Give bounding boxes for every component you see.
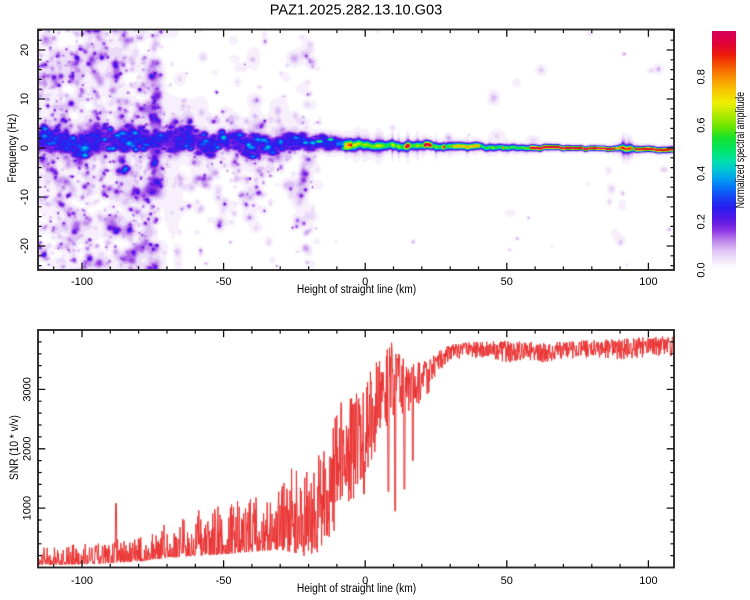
svg-text:0: 0 [362,276,368,288]
svg-text:0.8: 0.8 [696,69,708,84]
svg-text:SNR (10 * v/v): SNR (10 * v/v) [8,415,21,480]
svg-text:100: 100 [639,276,657,288]
svg-text:0.4: 0.4 [696,166,708,181]
svg-text:-100: -100 [71,575,93,587]
svg-text:-10: -10 [19,189,31,205]
svg-text:-50: -50 [216,276,232,288]
svg-text:Height of straight line (km): Height of straight line (km) [297,283,417,296]
svg-text:0.6: 0.6 [696,117,708,132]
svg-text:50: 50 [501,575,513,587]
svg-text:0: 0 [19,145,31,151]
svg-text:-20: -20 [19,238,31,254]
svg-text:Height of straight line (km): Height of straight line (km) [297,582,417,595]
svg-text:-50: -50 [216,575,232,587]
svg-text:-100: -100 [71,276,93,288]
svg-text:0.2: 0.2 [696,214,708,229]
svg-text:3000: 3000 [22,377,34,401]
svg-text:Normalized spectral amplitude: Normalized spectral amplitude [735,92,748,208]
svg-text:PAZ1.2025.282.13.10.G03: PAZ1.2025.282.13.10.G03 [270,3,443,19]
svg-text:0.0: 0.0 [696,262,708,277]
svg-text:Frequency (Hz): Frequency (Hz) [6,114,19,183]
svg-text:10: 10 [19,93,31,105]
svg-text:20: 20 [19,44,31,56]
svg-text:50: 50 [501,276,513,288]
svg-text:2000: 2000 [22,437,34,461]
svg-text:0: 0 [362,575,368,587]
svg-text:1000: 1000 [22,496,34,520]
svg-text:100: 100 [639,575,657,587]
